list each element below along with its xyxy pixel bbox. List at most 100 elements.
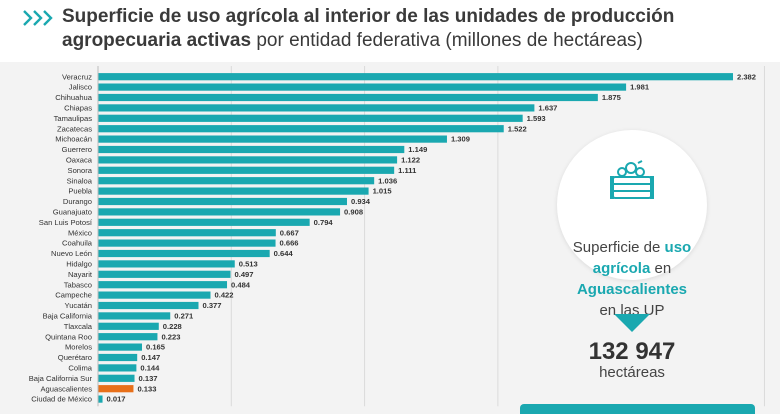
value-label: 0.667 <box>280 228 299 237</box>
category-label: México <box>68 228 92 237</box>
value-label: 1.149 <box>408 145 427 154</box>
value-label: 1.036 <box>378 176 397 185</box>
category-label: Guerrero <box>62 145 92 154</box>
bar <box>98 93 598 102</box>
bar <box>98 301 199 310</box>
value-label: 1.875 <box>602 93 622 102</box>
value-unit: hectáreas <box>599 364 665 381</box>
category-label: Morelos <box>65 343 92 352</box>
callout-circle <box>557 130 707 280</box>
value-label: 0.223 <box>161 332 180 341</box>
category-label: Aguascalientes <box>40 384 92 393</box>
category-label: Chiapas <box>64 104 92 113</box>
bar <box>98 166 395 174</box>
value-label: 1.111 <box>398 166 417 175</box>
title-regular: por entidad federativa (millones de hect… <box>256 30 643 51</box>
bar <box>98 73 733 81</box>
bar <box>98 353 138 362</box>
value-label: 1.122 <box>401 156 420 165</box>
category-label: Oaxaca <box>66 156 93 165</box>
category-label: Zacatecas <box>57 124 92 133</box>
category-label: Ciudad de México <box>31 395 92 404</box>
category-label: Durango <box>63 197 92 206</box>
category-label: Baja California Sur <box>29 374 93 383</box>
callout-line1: Superficie de <box>572 239 661 256</box>
category-label: Yucatán <box>65 301 92 310</box>
category-label: Coahuila <box>62 239 93 248</box>
bar <box>98 156 398 164</box>
bar-chart: Veracruz 2.382 Jalisco 1.981 Chihuahua 1.875 C… <box>29 66 765 407</box>
value-label: 0.133 <box>137 384 156 393</box>
value-label: 0.017 <box>107 395 126 404</box>
category-label: Chihuahua <box>55 93 93 102</box>
value-label: 1.522 <box>508 124 527 133</box>
bar <box>98 343 142 351</box>
value-label: 2.382 <box>737 72 756 81</box>
value-label: 0.422 <box>214 291 233 300</box>
bar <box>98 104 535 112</box>
bar <box>98 333 158 341</box>
bars: Veracruz 2.382 Jalisco 1.981 Chihuahua 1.875 C… <box>29 66 756 407</box>
category-label: Tamaulipas <box>54 114 93 123</box>
bar <box>98 135 447 143</box>
chart-title: Superficie de uso agrícola al interior d… <box>62 5 762 53</box>
bar <box>98 312 171 320</box>
triple-chevron-icon <box>23 10 53 26</box>
bar <box>98 364 137 372</box>
bar <box>98 83 627 91</box>
value-label: 1.593 <box>527 114 546 123</box>
bar-highlighted <box>98 385 134 393</box>
value-label: 0.794 <box>314 218 334 227</box>
callout-highlight-use: uso agrícola <box>592 239 692 277</box>
down-triangle-icon <box>614 314 650 332</box>
title-bold: Superficie de uso agrícola al interior d… <box>62 6 675 51</box>
category-label: Puebla <box>68 187 92 196</box>
category-label: San Luis Potosí <box>39 218 93 227</box>
callout-text: Superficie de uso agrícola en Aguascalie… <box>560 237 704 321</box>
category-label: Michoacán <box>55 135 92 144</box>
bar <box>98 218 310 226</box>
value-label: 1.981 <box>630 83 650 92</box>
value-label: 1.637 <box>538 104 557 113</box>
category-label: Guanajuato <box>53 208 92 217</box>
bar <box>98 229 276 237</box>
bar <box>98 125 504 133</box>
callout-mid: en <box>654 260 672 277</box>
value-label: 0.484 <box>231 280 251 289</box>
bar <box>98 260 235 268</box>
bar <box>98 177 375 185</box>
value-label: 0.137 <box>139 374 158 383</box>
category-label: Querétaro <box>58 353 92 362</box>
value-label: 1.015 <box>373 187 393 196</box>
bar <box>98 145 405 154</box>
category-label: Jalisco <box>69 83 92 92</box>
bar <box>98 114 523 122</box>
value-label: 0.144 <box>140 364 160 373</box>
category-label: Veracruz <box>62 72 92 81</box>
value-label: 0.908 <box>344 208 363 217</box>
bar <box>98 374 135 382</box>
category-label: Campeche <box>55 291 92 300</box>
value-label: 0.497 <box>234 270 253 279</box>
bar <box>98 270 231 278</box>
category-label: Sinaloa <box>67 176 93 185</box>
category-label: Quintana Roo <box>45 332 92 341</box>
category-label: Tabasco <box>64 280 92 289</box>
bar <box>98 187 369 195</box>
category-label: Hidalgo <box>66 260 92 269</box>
bar <box>98 281 228 289</box>
callout-highlight-state: Aguascalientes <box>576 281 688 298</box>
value-label: 0.147 <box>141 353 160 362</box>
category-label: Sonora <box>68 166 93 175</box>
value-label: 0.666 <box>280 239 299 248</box>
bar <box>98 395 103 403</box>
category-label: Tlaxcala <box>64 322 93 331</box>
value-label: 0.644 <box>274 249 294 258</box>
bar <box>98 239 276 247</box>
value-label: 0.934 <box>351 197 371 206</box>
aguascalientes-value: 132 947 <box>588 338 676 365</box>
value-label: 0.228 <box>163 322 182 331</box>
header: Superficie de uso agrícola al interior d… <box>0 0 780 62</box>
category-label: Colima <box>68 364 92 373</box>
value-label: 1.309 <box>451 135 470 144</box>
